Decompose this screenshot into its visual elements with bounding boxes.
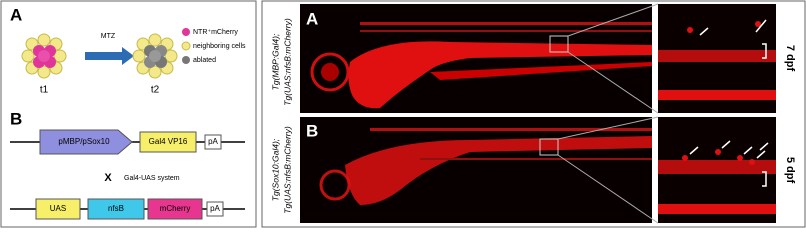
bracket [762,171,767,187]
panel-letter: A [306,9,318,28]
zoom-top [658,21,776,100]
construct-label: nfsB [108,204,124,213]
gene-box [147,198,203,220]
genotype-label: Tg(UAS:nfsB:mCherry) [282,126,292,214]
image [300,4,652,113]
stage-label: 5 dpf [784,157,796,184]
time-label: t2 [151,85,160,96]
construct-label: mCherry [160,204,191,213]
arrow [85,47,134,65]
pa-box [206,201,224,217]
panel-letter: A [10,5,22,24]
construct-label: UAS [50,204,66,213]
genotype-label: Tg(Sox10:Gal4); [270,138,280,201]
cell-cluster-t2 [132,33,178,79]
system-label: Gal4-UAS system [124,175,180,182]
zoom-bottom [658,149,776,214]
zoom-box [549,35,569,53]
zoom-lines [557,116,659,224]
pa-box [204,134,222,150]
figure: A MTZ NTR⁺mCherry neighboring cells abla… [0,0,806,228]
cross-label: X [104,172,112,184]
legend-swatch [182,56,190,64]
gene-box [139,131,197,153]
gene-box [35,198,81,220]
genotype-label: Tg(MBP:Gal4); [270,33,280,90]
construct-label: Gal4 VP16 [149,137,188,146]
panel-letter: B [306,121,318,140]
arrows [689,140,769,159]
bracket [762,43,767,59]
legend-label: NTR⁺mCherry [193,29,238,36]
panel-letter: B [10,109,22,128]
drug-label: MTZ [101,33,116,40]
legend-label: ablated [193,57,216,64]
legend-swatch [181,41,191,51]
genotype-label: Tg(UAS:nfsB:mCherry) [282,18,292,106]
construct-label: pA [208,137,218,146]
legend-label: neighboring cells [193,43,246,50]
stage-label: 7 dpf [784,45,796,72]
arrows [699,19,767,36]
construct-label: pA [210,204,220,213]
time-label: t1 [40,85,49,96]
fish-top [310,22,652,109]
construct-label: pMBP/pSox10 [58,137,110,146]
promoter-box [39,129,133,155]
zoom-box [539,138,559,156]
gene-box [87,198,145,220]
zoom-lines [567,3,659,114]
cell-cluster-t1 [21,33,67,79]
legend-swatch [182,28,190,36]
fish-bottom [319,128,652,205]
